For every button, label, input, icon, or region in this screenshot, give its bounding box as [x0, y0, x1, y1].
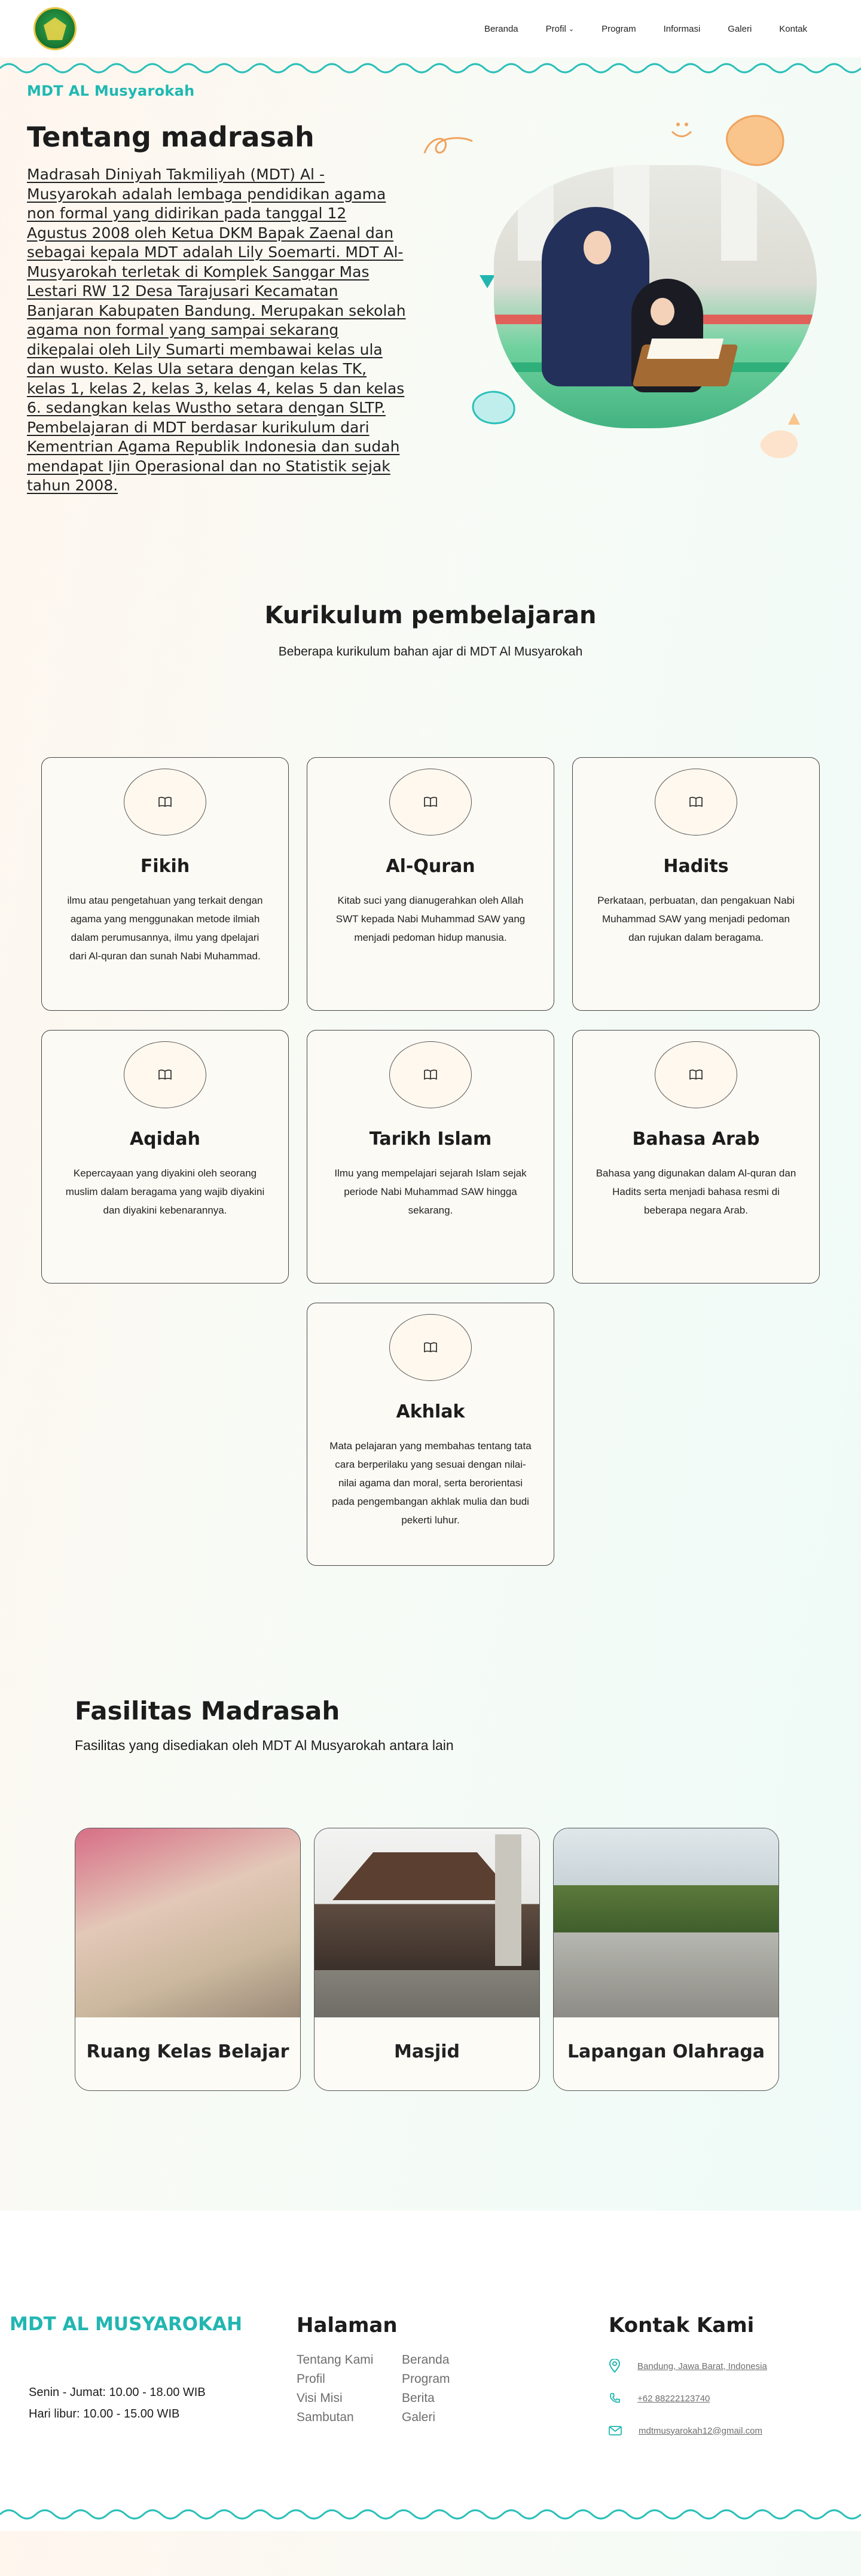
curriculum-card-title: Aqidah — [129, 1129, 201, 1150]
school-logo[interactable] — [33, 7, 77, 50]
curriculum-card-desc: ilmu atau pengetahuan yang terkait denga… — [67, 895, 263, 962]
top-nav: Beranda Profil ⌄ Program Informasi Galeri… — [0, 0, 861, 57]
footer-pages-links: Tentang Kami Beranda Profil Program Visi… — [297, 2353, 497, 2425]
facilities-grid: Ruang Kelas Belajar Masjid Lapangan Olah… — [75, 1828, 861, 2091]
footer-hours: Senin - Jumat: 10.00 - 18.00 WIB Hari li… — [29, 2382, 206, 2425]
facility-label: Lapangan Olahraga — [567, 2041, 765, 2062]
about-title: Tentang madrasah — [27, 121, 315, 153]
nav-profil-label: Profil — [545, 23, 566, 34]
footer-contact-title: Kontak Kami — [609, 2313, 755, 2337]
curriculum-card-akhlak: Akhlak Mata pelajaran yang membahas tent… — [307, 1303, 554, 1566]
footer-link-profil[interactable]: Profil — [297, 2372, 325, 2386]
sports-field-photo — [554, 1828, 778, 2017]
facilities-section: Fasilitas Madrasah Fasilitas yang disedi… — [0, 1566, 861, 2091]
curriculum-card-desc: Kepercayaan yang diyakini oleh seorang m… — [65, 1167, 265, 1216]
nav-kontak[interactable]: Kontak — [779, 23, 807, 34]
nav-informasi[interactable]: Informasi — [663, 23, 701, 34]
about-eyebrow: MDT AL Musyarokah — [27, 83, 195, 99]
curriculum-card-fikih: Fikih ilmu atau pengetahuan yang terkait… — [41, 757, 289, 1011]
book-icon — [389, 1041, 472, 1108]
wave-divider-top — [0, 63, 861, 74]
contact-email[interactable]: mdtmusyarokah12@gmail.com — [609, 2419, 767, 2443]
footer-link-sambutan[interactable]: Sambutan — [297, 2410, 354, 2424]
contact-email-text: mdtmusyarokah12@gmail.com — [639, 2425, 762, 2436]
curriculum-card-title: Fikih — [140, 856, 190, 877]
book-icon — [124, 769, 206, 836]
teal-blob-decoration — [472, 391, 515, 425]
book-icon — [655, 1041, 737, 1108]
hero-photo — [494, 165, 817, 428]
book-icon — [389, 1314, 472, 1381]
mother-daughter-reading-photo — [494, 165, 817, 428]
hours-weekday: Senin - Jumat: 10.00 - 18.00 WIB — [29, 2386, 206, 2399]
curriculum-card-title: Akhlak — [396, 1401, 465, 1422]
chevron-down-icon: ⌄ — [568, 25, 575, 33]
logo-emblem — [44, 17, 66, 40]
facility-card-field[interactable]: Lapangan Olahraga — [553, 1828, 779, 2091]
footer-link-galeri[interactable]: Galeri — [402, 2410, 436, 2424]
facilities-title: Fasilitas Madrasah — [75, 1696, 340, 1726]
footer-link-tentang-kami[interactable]: Tentang Kami — [297, 2353, 374, 2367]
curriculum-card-aqidah: Aqidah Kepercayaan yang diyakini oleh se… — [41, 1030, 289, 1284]
curriculum-card-title: Al-Quran — [386, 856, 475, 877]
facilities-subtitle: Fasilitas yang disediakan oleh MDT Al Mu… — [75, 1737, 454, 1753]
book-icon — [124, 1041, 206, 1108]
footer-contact-list: Bandung, Jawa Barat, Indonesia +62 88222… — [609, 2354, 767, 2451]
classroom-photo — [75, 1828, 300, 2017]
nav-profil[interactable]: Profil ⌄ — [546, 24, 574, 34]
phone-icon — [610, 2393, 620, 2403]
about-text: MDT AL Musyarokah Tentang madrasah Madra… — [27, 83, 410, 496]
book-icon — [655, 769, 737, 836]
facility-label: Masjid — [394, 2041, 460, 2062]
footer: MDT AL MUSYAROKAH Senin - Jumat: 10.00 -… — [0, 2211, 861, 2531]
curriculum-card-title: Tarikh Islam — [369, 1129, 492, 1150]
peach-blob-decoration — [760, 413, 800, 459]
footer-link-program[interactable]: Program — [402, 2372, 450, 2386]
curriculum-card-title: Bahasa Arab — [632, 1129, 760, 1150]
curriculum-card-desc: Bahasa yang digunakan dalam Al-quran dan… — [596, 1167, 796, 1216]
curriculum-card-bahasa-arab: Bahasa Arab Bahasa yang digunakan dalam … — [572, 1030, 820, 1284]
curriculum-card-desc: Kitab suci yang dianugerahkan oleh Allah… — [335, 895, 526, 943]
nav-beranda[interactable]: Beranda — [484, 23, 518, 34]
curriculum-grid: Fikih ilmu atau pengetahuan yang terkait… — [0, 757, 861, 1566]
facility-card-classroom[interactable]: Ruang Kelas Belajar — [75, 1828, 301, 2091]
curriculum-card-desc: Ilmu yang mempelajari sejarah Islam seja… — [334, 1167, 527, 1216]
smile-decoration-icon — [671, 123, 692, 138]
hours-holiday: Hari libur: 10.00 - 15.00 WIB — [29, 2407, 180, 2420]
footer-link-berita[interactable]: Berita — [402, 2391, 435, 2405]
curriculum-card-tarikh: Tarikh Islam Ilmu yang mempelajari sejar… — [307, 1030, 554, 1284]
footer-pages-title: Halaman — [297, 2313, 398, 2337]
swirl-decoration-icon — [423, 137, 473, 154]
curriculum-card-hadits: Hadits Perkataan, perbuatan, dan pengaku… — [572, 757, 820, 1011]
mosque-photo — [315, 1828, 539, 2017]
triangle-decoration-icon — [480, 275, 495, 288]
curriculum-section: Kurikulum pembelajaran Beberapa kurikulu… — [0, 602, 861, 1566]
contact-address-text: Bandung, Jawa Barat, Indonesia — [637, 2361, 767, 2371]
curriculum-card-alquran: Al-Quran Kitab suci yang dianugerahkan o… — [307, 757, 554, 1011]
curriculum-subtitle: Beberapa kurikulum bahan ajar di MDT Al … — [278, 645, 583, 659]
main-menu: Beranda Profil ⌄ Program Informasi Galeri… — [484, 24, 807, 34]
footer-link-beranda[interactable]: Beranda — [402, 2353, 450, 2367]
about-section: MDT AL Musyarokah Tentang madrasah Madra… — [0, 75, 861, 602]
facility-card-mosque[interactable]: Masjid — [314, 1828, 540, 2091]
nav-program[interactable]: Program — [602, 23, 636, 34]
curriculum-title: Kurikulum pembelajaran — [264, 602, 597, 629]
book-icon — [389, 769, 472, 836]
curriculum-card-title: Hadits — [663, 856, 729, 877]
curriculum-card-desc: Perkataan, perbuatan, dan pengakuan Nabi… — [597, 895, 795, 943]
contact-phone[interactable]: +62 88222123740 — [609, 2386, 767, 2410]
contact-address[interactable]: Bandung, Jawa Barat, Indonesia — [609, 2354, 767, 2378]
facility-label: Ruang Kelas Belajar — [86, 2041, 289, 2062]
location-pin-icon — [609, 2359, 621, 2373]
nav-galeri[interactable]: Galeri — [728, 23, 752, 34]
orange-blob-decoration — [726, 115, 784, 166]
contact-phone-text: +62 88222123740 — [637, 2393, 710, 2404]
curriculum-card-desc: Mata pelajaran yang membahas tentang tat… — [329, 1440, 532, 1526]
about-paragraph: Madrasah Diniyah Takmiliyah (MDT) Al - M… — [27, 166, 406, 494]
wave-divider-bottom — [0, 2509, 861, 2520]
mail-icon — [609, 2426, 622, 2435]
footer-link-visi-misi[interactable]: Visi Misi — [297, 2391, 343, 2405]
footer-brand: MDT AL MUSYAROKAH — [10, 2313, 243, 2335]
